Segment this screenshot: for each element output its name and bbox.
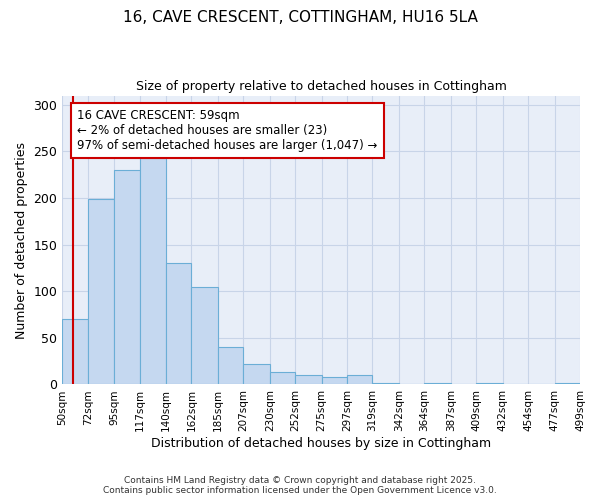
Bar <box>322 377 347 384</box>
Bar <box>218 347 244 385</box>
Bar <box>114 170 140 384</box>
Bar <box>191 286 218 384</box>
Text: Contains HM Land Registry data © Crown copyright and database right 2025.
Contai: Contains HM Land Registry data © Crown c… <box>103 476 497 495</box>
Bar <box>476 382 503 384</box>
Bar <box>373 382 399 384</box>
X-axis label: Distribution of detached houses by size in Cottingham: Distribution of detached houses by size … <box>151 437 491 450</box>
Text: 16, CAVE CRESCENT, COTTINGHAM, HU16 5LA: 16, CAVE CRESCENT, COTTINGHAM, HU16 5LA <box>122 10 478 25</box>
Bar <box>88 199 114 384</box>
Bar <box>270 372 295 384</box>
Bar <box>166 264 191 384</box>
Y-axis label: Number of detached properties: Number of detached properties <box>15 142 28 338</box>
Bar <box>424 382 451 384</box>
Bar <box>244 364 270 384</box>
Bar <box>347 375 373 384</box>
Bar <box>140 158 166 384</box>
Text: 16 CAVE CRESCENT: 59sqm
← 2% of detached houses are smaller (23)
97% of semi-det: 16 CAVE CRESCENT: 59sqm ← 2% of detached… <box>77 108 377 152</box>
Title: Size of property relative to detached houses in Cottingham: Size of property relative to detached ho… <box>136 80 506 93</box>
Bar <box>295 375 322 384</box>
Bar <box>554 382 580 384</box>
Bar <box>62 319 88 384</box>
